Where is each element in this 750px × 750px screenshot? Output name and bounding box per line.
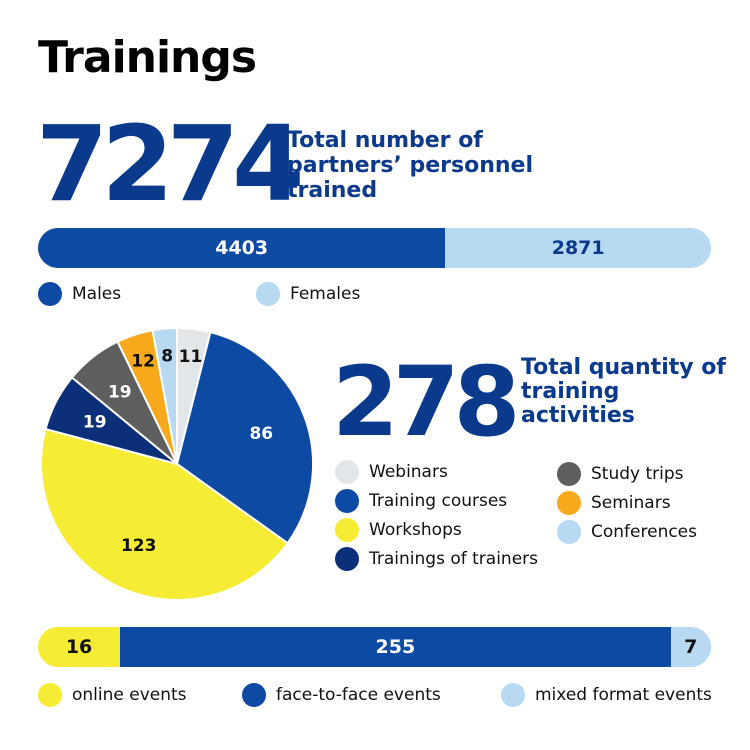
legend-label: Study trips [591, 464, 684, 484]
legend-item-seminars: Seminars [557, 491, 671, 515]
bar-segment-label: 16 [65, 636, 93, 658]
legend-swatch [242, 683, 266, 707]
legend-swatch [38, 683, 62, 707]
legend-item-conferences: Conferences [557, 520, 697, 544]
gender-stacked-bar: 4403 2871 [38, 228, 711, 268]
activities-total: 278 [332, 346, 520, 458]
legend-swatch [335, 518, 359, 542]
bar-segment-label: 255 [375, 636, 416, 658]
bar-segment-online-events: 16 [38, 627, 121, 667]
legend-swatch [335, 547, 359, 571]
pie-slice-label-trainings-of-trainers: 19 [83, 413, 107, 433]
legend-item-workshops: Workshops [335, 518, 462, 542]
activities-description: Total quantity of training activities [521, 355, 726, 428]
legend-item-mixed-format-events: mixed format events [501, 683, 712, 707]
pie-slice-label-conferences: 8 [161, 347, 173, 367]
legend-label: online events [72, 685, 187, 705]
legend-swatch [557, 491, 581, 515]
bar-segment-label: 7 [684, 636, 698, 658]
pie-slice-workshops [40, 427, 289, 601]
legend-label: Males [72, 284, 122, 304]
pie-slice-label-webinars: 11 [179, 347, 203, 367]
legend-swatch [335, 460, 359, 484]
legend-label: Training courses [369, 491, 508, 511]
pie-slice-label-study-trips: 19 [108, 382, 132, 402]
legend-label: Conferences [591, 522, 698, 542]
legend-swatch [557, 520, 581, 544]
bar-segment-face-to-face-events: 255 [120, 627, 671, 667]
legend-label: face-to-face events [276, 685, 441, 705]
legend-item-study-trips: Study trips [557, 462, 684, 486]
legend-label: Seminars [591, 493, 671, 513]
legend-label: Webinars [369, 462, 448, 482]
pie-slice-training-courses [175, 330, 315, 545]
legend-swatch [557, 462, 581, 486]
legend-swatch [256, 282, 280, 306]
legend-label: Trainings of trainers [369, 549, 539, 569]
legend-item-webinars: Webinars [335, 460, 448, 484]
personnel-total: 7274 [36, 103, 304, 225]
legend-swatch [501, 683, 525, 707]
legend-item-females: Females [256, 282, 360, 306]
legend-label: Workshops [369, 520, 462, 540]
legend-item-trainings-of-trainers: Trainings of trainers [335, 547, 538, 571]
bar-segment-males: 4403 [38, 228, 446, 268]
activities-legend: Webinars Training courses Workshops Trainin… [335, 460, 735, 580]
format-legend: online events face-to-face events mixed fo… [38, 683, 728, 709]
bar-segment-females: 2871 [445, 228, 711, 268]
bar-segment-label: 2871 [551, 237, 605, 259]
format-stacked-bar: 16 255 7 [38, 627, 711, 667]
pie-slice-conferences [151, 326, 178, 465]
legend-item-online-events: online events [38, 683, 187, 707]
legend-swatch [335, 489, 359, 513]
bar-segment-label: 4403 [215, 237, 269, 259]
page-title: Trainings [38, 32, 257, 83]
gender-legend: Males Females [38, 282, 711, 308]
legend-swatch [38, 282, 62, 306]
legend-label: mixed format events [535, 685, 712, 705]
bar-segment-mixed-format-events: 7 [670, 627, 711, 667]
pie-slice-label-seminars: 12 [131, 352, 155, 372]
legend-item-face-to-face-events: face-to-face events [242, 683, 441, 707]
legend-item-training-courses: Training courses [335, 489, 507, 513]
legend-label: Females [290, 284, 361, 304]
pie-slice-label-training-courses: 86 [249, 424, 273, 444]
legend-item-males: Males [38, 282, 121, 306]
personnel-description: Total number of partners’ personnel trai… [287, 128, 534, 203]
pie-slice-label-workshops: 123 [121, 536, 157, 556]
